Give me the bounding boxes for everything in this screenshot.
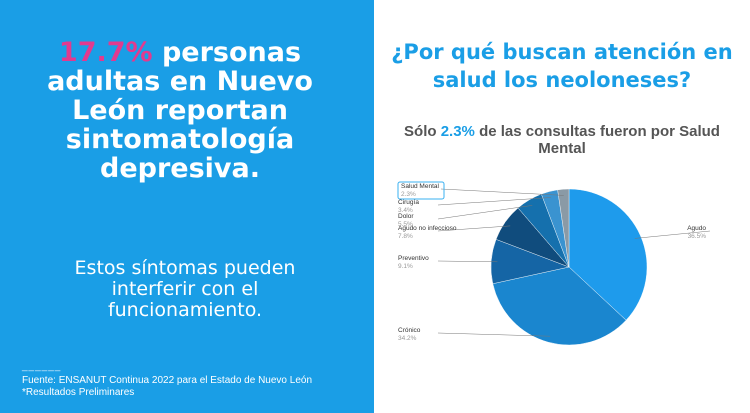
slice-value-dolor: 5.5% [398,221,413,228]
slice-value-preventivo: 9.1% [398,263,413,270]
slice-label-dolor: Dolor [398,213,414,220]
leader-line-cirug-a [437,197,551,206]
leader-line-dolor [437,205,533,220]
slice-label-cirug-a: Cirugía [398,199,419,206]
left-panel: 17.7% personas adultas en Nuevo León rep… [0,0,374,413]
headline-text: personas adultas en Nuevo León reportan … [47,37,313,184]
pie-slice-agudo [568,188,648,321]
slice-value-agudo: 36.5% [688,233,707,240]
pie-slice-cr-nico [492,266,627,346]
stat-suffix: de las consultas fueron por Salud Mental [474,123,720,157]
leader-line-agudo-no-infeccioso [437,225,511,232]
headline: 17.7% personas adultas en Nuevo León rep… [30,38,330,183]
subheadline: Estos síntomas pueden interferir con el … [74,257,296,321]
slice-label-agudo: Agudo [687,225,706,232]
slice-label-cr-nico: Crónico [398,327,421,334]
slice-value-agudo-no-infeccioso: 7.8% [398,233,413,240]
footnote-line: *Resultados Preliminares [22,387,135,398]
salud-mental-highlight-box [397,181,445,200]
chart-title: Sólo 2.3% de las consultas fueron por Sa… [384,123,740,157]
slice-value-salud-mental: 2.3% [401,191,416,198]
slice-value-cr-nico: 34.2% [398,335,417,342]
headline-percentage: 17.7% [58,37,153,68]
leader-line-preventivo [437,260,498,263]
source-note: Fuente: ENSANUT Continua 2022 para el Es… [22,375,312,399]
question-title: ¿Por qué buscan atención en salud los ne… [391,40,733,92]
source-line: Fuente: ENSANUT Continua 2022 para el Es… [22,375,312,386]
leader-line-agudo [634,230,711,239]
slice-label-agudo-no-infeccioso: Agudo no infeccioso [398,225,457,232]
slice-label-preventivo: Preventivo [398,255,429,262]
pie-slice-salud-mental [557,188,570,268]
leader-line-cr-nico [437,332,551,337]
leader-line-salud-mental [440,188,564,196]
stat-prefix: Sólo [404,123,441,140]
slice-value-cirug-a: 3.4% [398,207,413,214]
slice-label-salud-mental: Salud Mental [401,183,439,190]
stat-percentage: 2.3% [440,123,475,140]
divider-dashes: ______ [22,361,62,372]
